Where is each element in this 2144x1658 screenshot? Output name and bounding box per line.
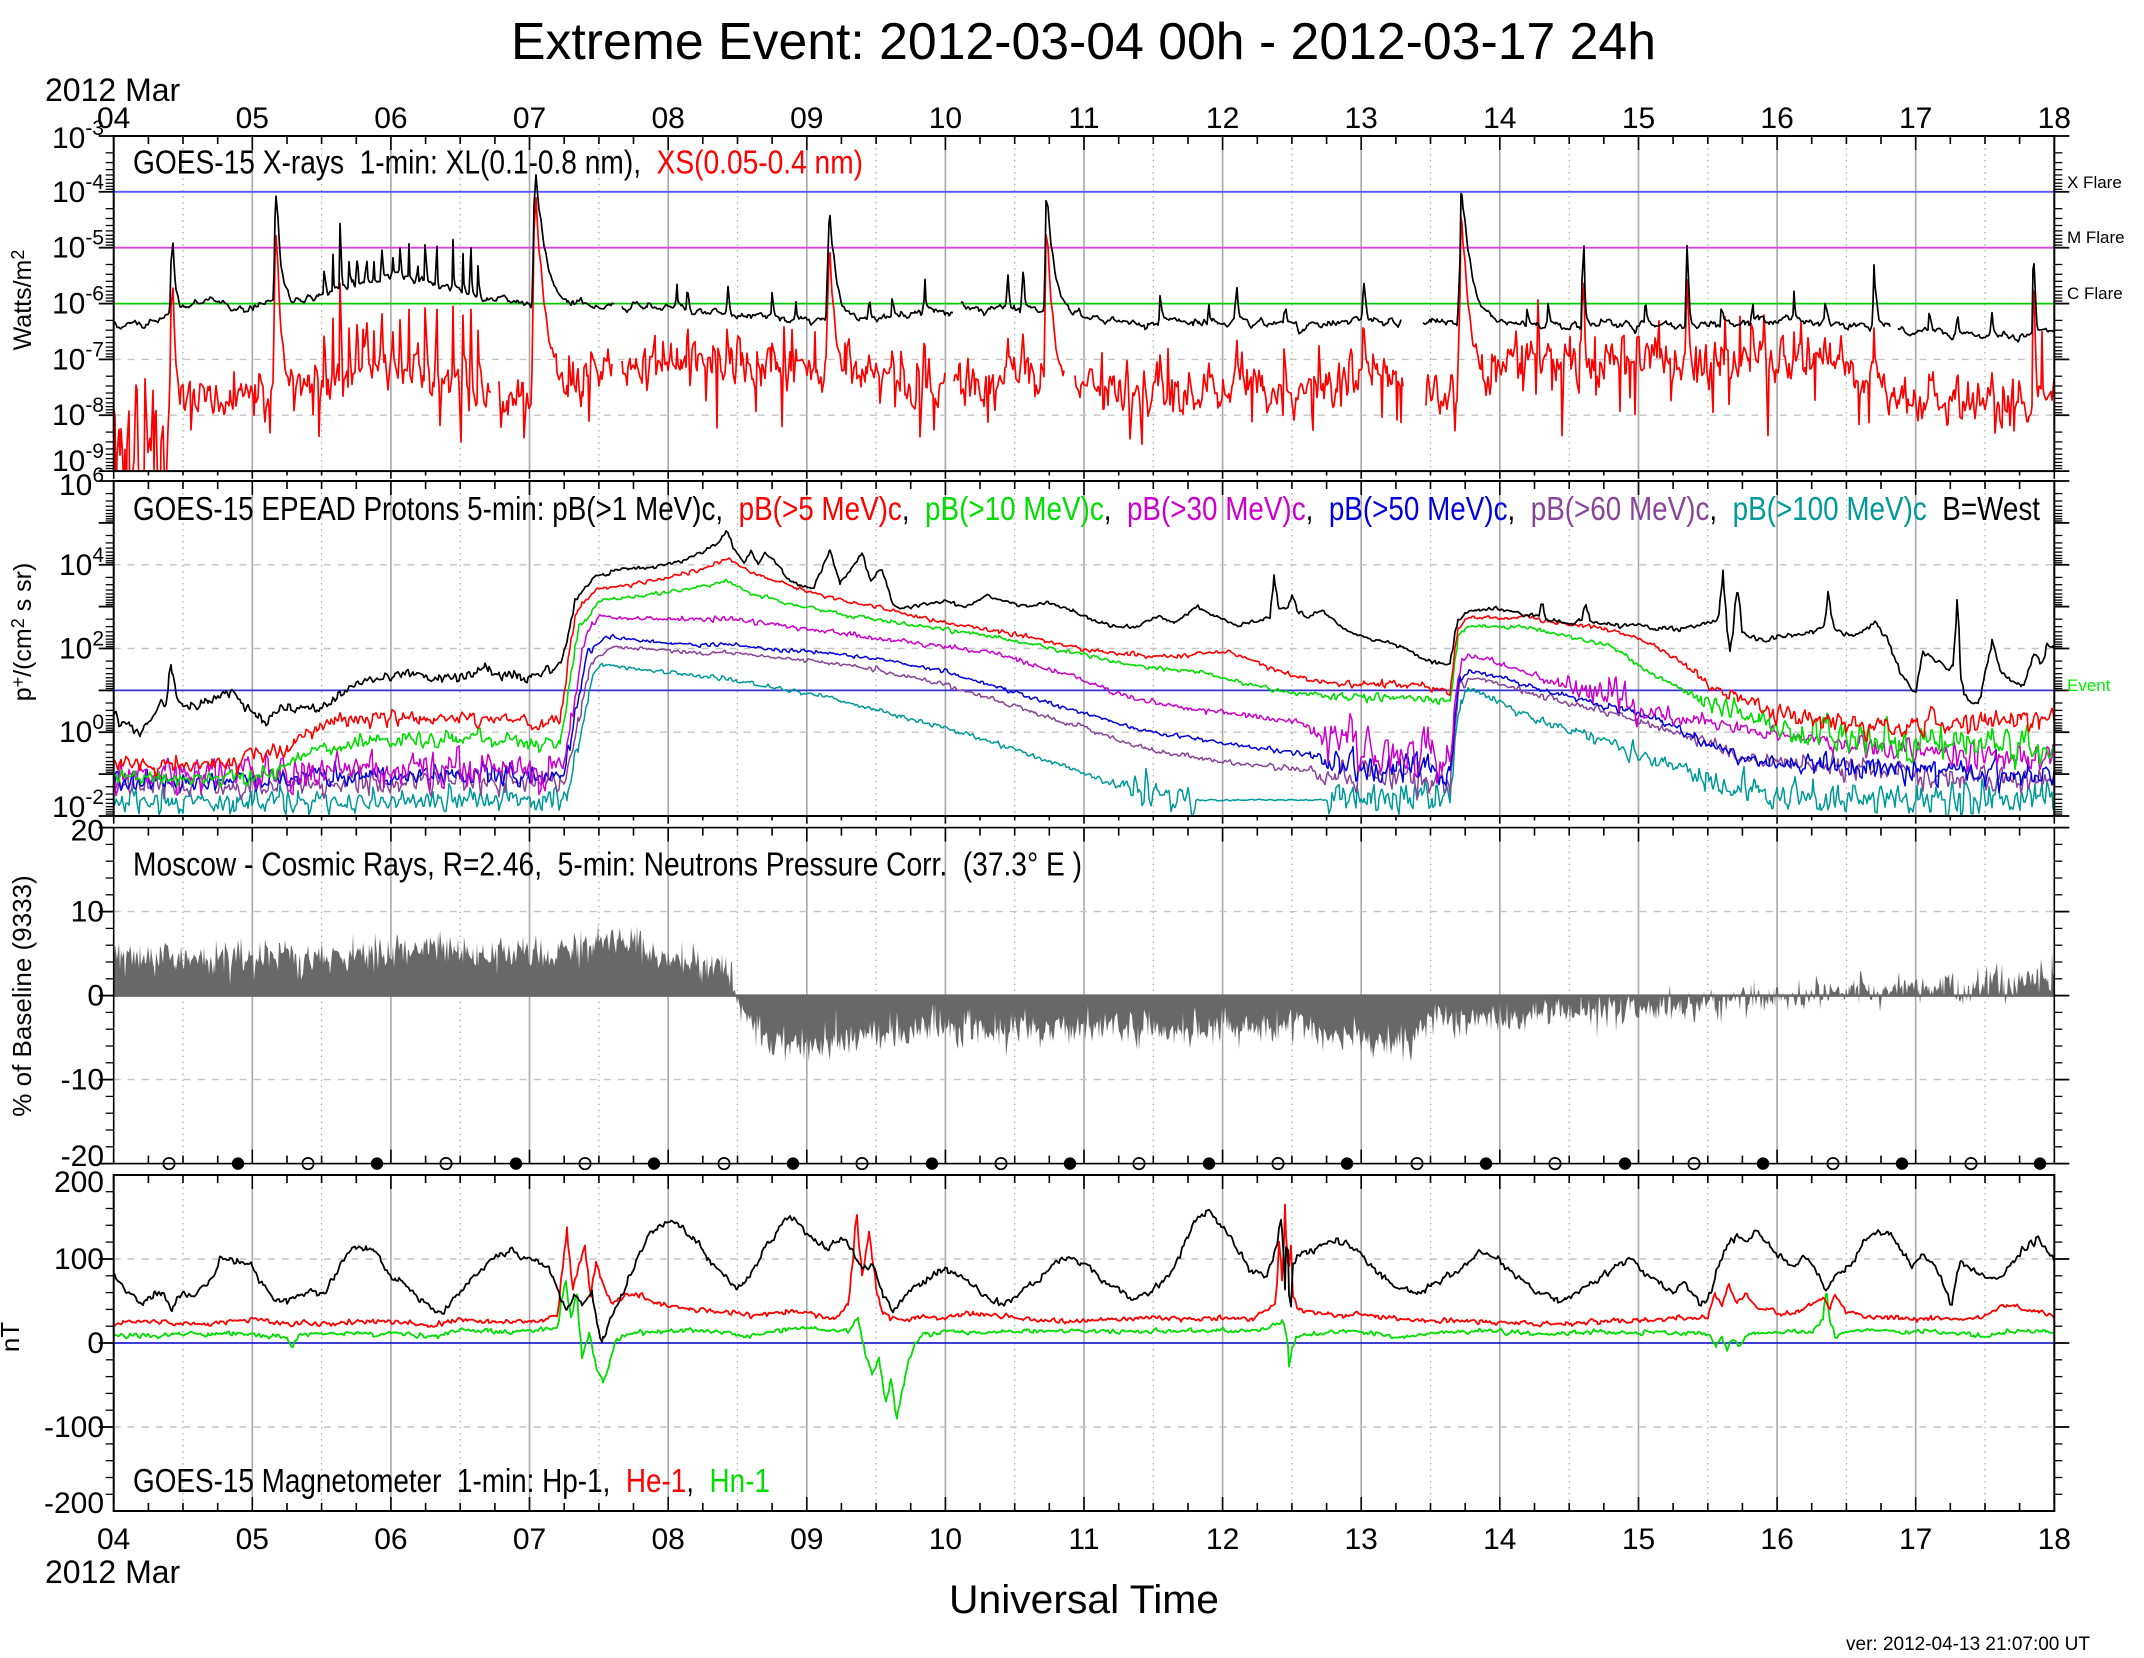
svg-text:08: 08 <box>652 102 685 135</box>
svg-text:11: 11 <box>1068 1523 1099 1556</box>
svg-text:04: 04 <box>97 102 130 135</box>
svg-text:05: 05 <box>236 102 269 135</box>
svg-text:13: 13 <box>1345 102 1378 135</box>
svg-text:Moscow - Cosmic Rays, R=2.46,: Moscow - Cosmic Rays, R=2.46, 5-min: Neu… <box>133 846 1082 883</box>
svg-text:20: 20 <box>71 815 104 848</box>
svg-text:12: 12 <box>1206 102 1239 135</box>
svg-text:05: 05 <box>236 1523 269 1556</box>
svg-text:0: 0 <box>87 980 104 1013</box>
svg-text:14: 14 <box>1483 102 1516 135</box>
svg-text:GOES-15 Magnetometer 1-min: H: GOES-15 Magnetometer 1-min: Hp-1, He-1, … <box>133 1462 770 1499</box>
svg-text:-100: -100 <box>44 1411 104 1444</box>
svg-text:GOES-15 EPEAD Protons 5-min: p: GOES-15 EPEAD Protons 5-min: pB(>1 MeV)c… <box>133 490 2040 527</box>
svg-text:C Flare: C Flare <box>2067 284 2123 303</box>
svg-text:Universal Time: Universal Time <box>949 1578 1219 1622</box>
svg-text:100: 100 <box>54 1243 104 1276</box>
svg-text:M Flare: M Flare <box>2067 228 2125 247</box>
svg-text:18: 18 <box>2038 102 2071 135</box>
svg-text:09: 09 <box>790 102 823 135</box>
svg-text:-10: -10 <box>61 1064 104 1097</box>
svg-text:200: 200 <box>54 1166 104 1199</box>
svg-text:06: 06 <box>374 102 407 135</box>
svg-text:2012 Mar: 2012 Mar <box>45 1554 181 1590</box>
svg-text:Watts/m2: Watts/m2 <box>8 250 37 351</box>
svg-text:15: 15 <box>1622 102 1655 135</box>
svg-text:04: 04 <box>97 1523 130 1556</box>
svg-text:09: 09 <box>790 1523 823 1556</box>
svg-text:X Flare: X Flare <box>2067 173 2122 192</box>
svg-text:10: 10 <box>929 102 962 135</box>
svg-text:15: 15 <box>1622 1523 1655 1556</box>
svg-text:10: 10 <box>71 896 104 929</box>
svg-text:10-6: 10-6 <box>52 283 104 321</box>
svg-text:10: 10 <box>929 1523 962 1556</box>
svg-text:16: 16 <box>1760 1523 1793 1556</box>
svg-text:Extreme Event: 2012-03-04 00h: Extreme Event: 2012-03-04 00h - 2012-03-… <box>511 13 1656 71</box>
svg-text:11: 11 <box>1068 102 1099 135</box>
svg-text:-200: -200 <box>44 1487 104 1520</box>
svg-text:nT: nT <box>0 1322 25 1352</box>
svg-text:Event: Event <box>2067 676 2111 695</box>
svg-text:ver: 2012-04-13 21:07:00 UT: ver: 2012-04-13 21:07:00 UT <box>1846 1634 2090 1655</box>
svg-text:GOES-15 X-rays 1-min: XL(0.1-: GOES-15 X-rays 1-min: XL(0.1-0.8 nm), XS… <box>133 144 863 181</box>
svg-text:16: 16 <box>1760 102 1793 135</box>
svg-text:06: 06 <box>374 1523 407 1556</box>
svg-text:10-2: 10-2 <box>52 786 104 824</box>
svg-text:07: 07 <box>513 102 546 135</box>
svg-text:17: 17 <box>1899 1523 1932 1556</box>
svg-text:12: 12 <box>1206 1523 1239 1556</box>
svg-text:-20: -20 <box>61 1140 104 1173</box>
svg-text:0: 0 <box>87 1327 104 1360</box>
svg-text:% of Baseline (9333): % of Baseline (9333) <box>7 875 37 1116</box>
svg-text:13: 13 <box>1345 1523 1378 1556</box>
svg-text:17: 17 <box>1899 102 1932 135</box>
svg-text:18: 18 <box>2038 1523 2071 1556</box>
svg-text:14: 14 <box>1483 1523 1516 1556</box>
svg-text:07: 07 <box>513 1523 546 1556</box>
svg-text:08: 08 <box>652 1523 685 1556</box>
svg-text:2012 Mar: 2012 Mar <box>45 72 181 108</box>
